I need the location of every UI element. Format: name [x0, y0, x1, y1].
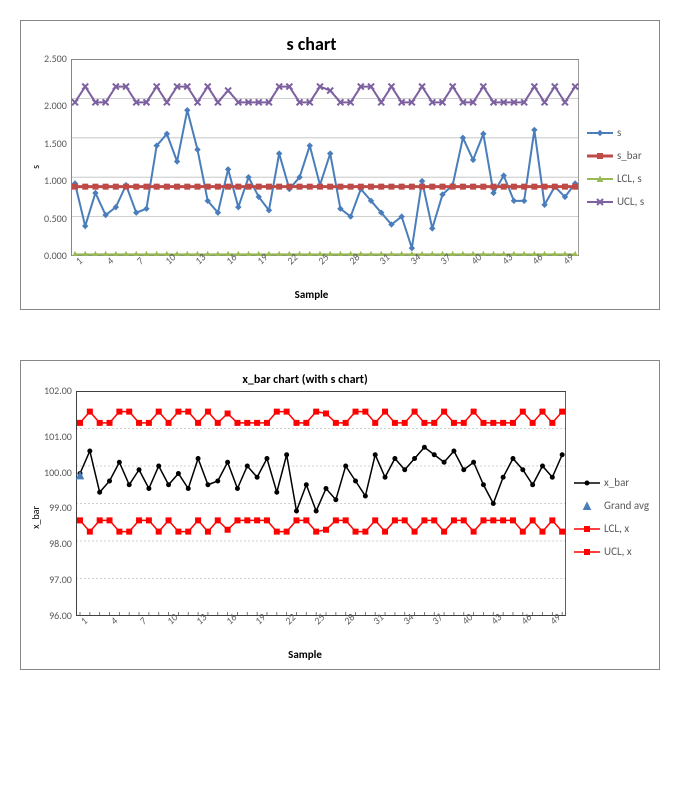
- ytick: 1.500: [44, 139, 67, 149]
- xtick: 7: [134, 254, 147, 267]
- xbar-chart-frame: x_bar x_bar chart (with s chart) 102.00 1…: [20, 360, 660, 670]
- xtick: 1: [72, 254, 85, 267]
- legend-item: x_bar: [574, 476, 649, 489]
- xtick: 4: [103, 254, 116, 267]
- ytick: 0.500: [44, 214, 67, 224]
- ytick: 96.00: [44, 611, 72, 621]
- legend-label: LCL, x: [604, 522, 629, 535]
- legend-item: UCL, x: [574, 545, 649, 558]
- xtick: 1: [77, 614, 90, 627]
- legend-label: Grand avg: [604, 499, 649, 512]
- s-chart-title: s chart: [44, 33, 579, 55]
- xbar-chart-legend: x_bar Grand avg LCL, x UCL, x: [566, 373, 649, 661]
- s-chart-ylabel: s: [27, 165, 44, 169]
- ytick: 100.00: [44, 468, 72, 478]
- xbar-chart-plot-area: [76, 391, 566, 616]
- ytick: 0.000: [44, 251, 67, 261]
- legend-label: LCL, s: [617, 172, 642, 185]
- s-chart-legend: s s_bar LCL, s UCL, s: [579, 33, 649, 301]
- xbar-chart-xlabel: Sample: [44, 648, 566, 661]
- s-chart-xlabel: Sample: [44, 288, 579, 301]
- xbar-chart-xticks: 1471013161922252831343740434649: [76, 616, 566, 644]
- legend-item: LCL, s: [587, 172, 649, 185]
- legend-item: Grand avg: [574, 499, 649, 512]
- legend-label: s_bar: [617, 149, 642, 162]
- s-chart-plot-area: [71, 59, 579, 256]
- xtick: 7: [136, 614, 149, 627]
- ytick: 98.00: [44, 539, 72, 549]
- ytick: 97.00: [44, 575, 72, 585]
- legend-label: x_bar: [604, 476, 629, 489]
- legend-label: UCL, x: [604, 545, 632, 558]
- xbar-chart-ylabel: x_bar: [27, 506, 44, 529]
- legend-item: s_bar: [587, 149, 649, 162]
- ytick: 102.00: [44, 386, 72, 396]
- s-chart-yticks: 2.5002.0001.5001.0000.5000.000: [44, 59, 71, 256]
- ytick: 1.000: [44, 176, 67, 186]
- page: s s chart 2.500 2.000 1.500 1.000 0.500 0.000…: [0, 0, 680, 800]
- xtick: 4: [107, 614, 120, 627]
- s-chart-xticks: 1471013161922252831343740434649: [71, 256, 579, 284]
- legend-item: s: [587, 126, 649, 139]
- ytick: 2.000: [44, 101, 67, 111]
- ytick: 2.500: [44, 54, 67, 64]
- legend-label: UCL, s: [617, 195, 644, 208]
- legend-item: UCL, s: [587, 195, 649, 208]
- xbar-chart-yticks: 102.00101.00100.0099.0098.0097.0096.00: [44, 391, 76, 616]
- legend-label: s: [617, 126, 621, 139]
- ytick: 101.00: [44, 432, 72, 442]
- xbar-chart-title: x_bar chart (with s chart): [44, 373, 566, 387]
- legend-item: LCL, x: [574, 522, 649, 535]
- ytick: 99.00: [44, 503, 72, 513]
- s-chart-frame: s s chart 2.500 2.000 1.500 1.000 0.500 0.000…: [20, 20, 660, 310]
